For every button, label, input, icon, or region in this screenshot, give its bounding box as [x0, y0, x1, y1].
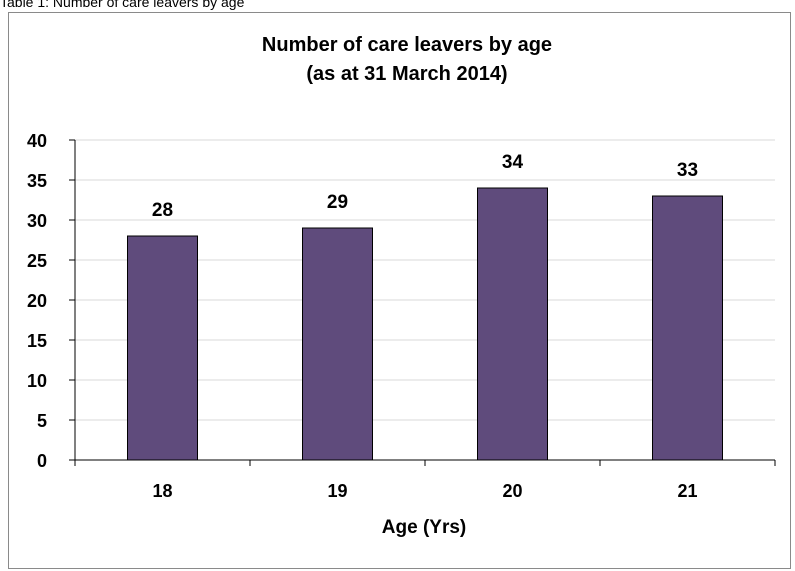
x-tick-label: 19 [327, 481, 347, 501]
y-tick-label: 5 [37, 411, 47, 431]
axes [69, 139, 776, 466]
y-tick-label: 10 [27, 371, 47, 391]
bars [127, 187, 723, 461]
bar [477, 187, 548, 461]
data-label: 28 [152, 200, 173, 221]
data-label: 34 [502, 152, 524, 173]
y-tick-label: 40 [27, 131, 47, 151]
chart-caption: Table 1: Number of care leavers by age [0, 0, 245, 10]
chart-title: Number of care leavers by age [262, 34, 552, 56]
y-tick-labels: 0 5 10 15 20 25 30 35 40 [27, 131, 47, 471]
y-tick-label: 30 [27, 211, 47, 231]
x-axis-title: Age (Yrs) [382, 517, 466, 538]
bar [127, 235, 198, 461]
data-labels: 28 29 34 33 [152, 152, 698, 221]
data-label: 29 [327, 192, 348, 213]
y-tick-label: 20 [27, 291, 47, 311]
y-tick-label: 0 [37, 451, 47, 471]
x-tick-label: 20 [502, 481, 522, 501]
bar [652, 195, 723, 461]
x-tick-label: 21 [677, 481, 697, 501]
y-tick-label: 15 [27, 331, 47, 351]
x-tick-label: 18 [152, 481, 172, 501]
y-tick-label: 35 [27, 171, 47, 191]
data-label: 33 [677, 160, 698, 181]
bar [302, 227, 373, 461]
y-tick-label: 25 [27, 251, 47, 271]
chart-subtitle: (as at 31 March 2014) [306, 63, 507, 85]
x-tick-labels: 18 19 20 21 [152, 481, 697, 501]
